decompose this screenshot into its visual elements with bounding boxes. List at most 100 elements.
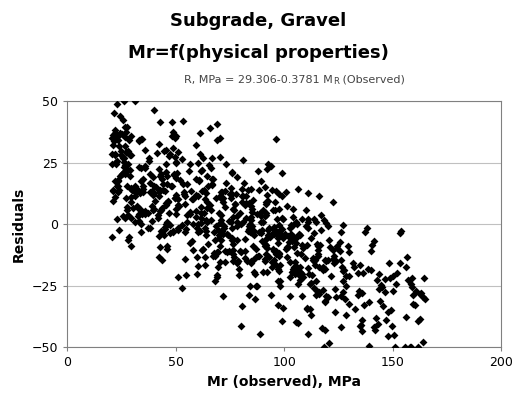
Point [377,282,385,288]
Point [192,254,201,261]
X-axis label: Mr (observed), MPa: Mr (observed), MPa [207,375,361,389]
Point [187,196,195,202]
Point [278,318,286,324]
Point [203,219,211,225]
Point [299,274,307,281]
Point [128,187,136,194]
Point [246,229,254,235]
Point [342,312,351,318]
Point [172,159,180,166]
Point [113,158,121,164]
Point [112,158,120,165]
Point [261,258,269,265]
Point [174,195,183,202]
Point [345,248,354,255]
Point [126,152,134,159]
Point [294,280,302,287]
Point [172,175,180,181]
Point [339,288,347,295]
Point [139,182,147,189]
Point [397,228,405,234]
Point [131,187,140,194]
Point [195,177,203,184]
Point [143,224,151,231]
Point [162,147,171,153]
Point [357,322,366,328]
Point [230,254,238,261]
Point [319,286,327,293]
Point [312,292,321,298]
Point [289,236,297,242]
Point [329,199,337,205]
Point [401,344,409,351]
Point [233,213,241,219]
Point [121,215,129,221]
Point [202,228,210,234]
Point [324,294,332,300]
Point [359,301,368,308]
Point [172,160,180,166]
Point [255,210,264,217]
Point [271,248,280,254]
Point [217,189,225,195]
Point [160,226,169,232]
Point [340,266,348,273]
Point [298,242,307,248]
Point [296,273,304,280]
Point [157,206,165,213]
Point [138,229,146,236]
Point [219,231,227,238]
Point [214,264,222,270]
Point [109,188,117,194]
Point [214,272,222,278]
Point [329,246,337,253]
Point [196,151,204,158]
Point [267,163,275,170]
Point [273,278,282,284]
Point [407,283,416,290]
Point [225,217,234,224]
Point [262,250,270,257]
Point [274,302,282,309]
Point [201,254,209,260]
Point [256,330,264,337]
Point [133,205,142,212]
Point [254,168,262,175]
Point [320,344,328,351]
Point [203,199,211,206]
Point [219,195,227,201]
Point [331,309,340,315]
Point [149,173,157,180]
Point [239,157,247,164]
Point [203,173,211,179]
Point [257,219,265,225]
Point [214,249,222,256]
Point [120,134,129,141]
Point [301,255,310,261]
Point [310,230,318,236]
Point [278,226,286,233]
Point [294,185,302,192]
Point [172,133,180,139]
Point [217,217,225,224]
Point [124,237,132,243]
Point [141,207,149,214]
Point [183,180,191,187]
Point [311,262,320,268]
Point [309,257,317,263]
Point [276,262,284,269]
Point [134,164,143,170]
Point [374,321,382,327]
Point [268,187,276,193]
Point [292,263,300,269]
Point [166,222,174,228]
Point [293,249,301,256]
Point [248,209,256,215]
Point [404,277,412,283]
Point [108,151,116,157]
Point [249,227,257,234]
Point [236,210,245,217]
Point [402,314,410,320]
Point [126,173,134,179]
Point [212,274,221,280]
